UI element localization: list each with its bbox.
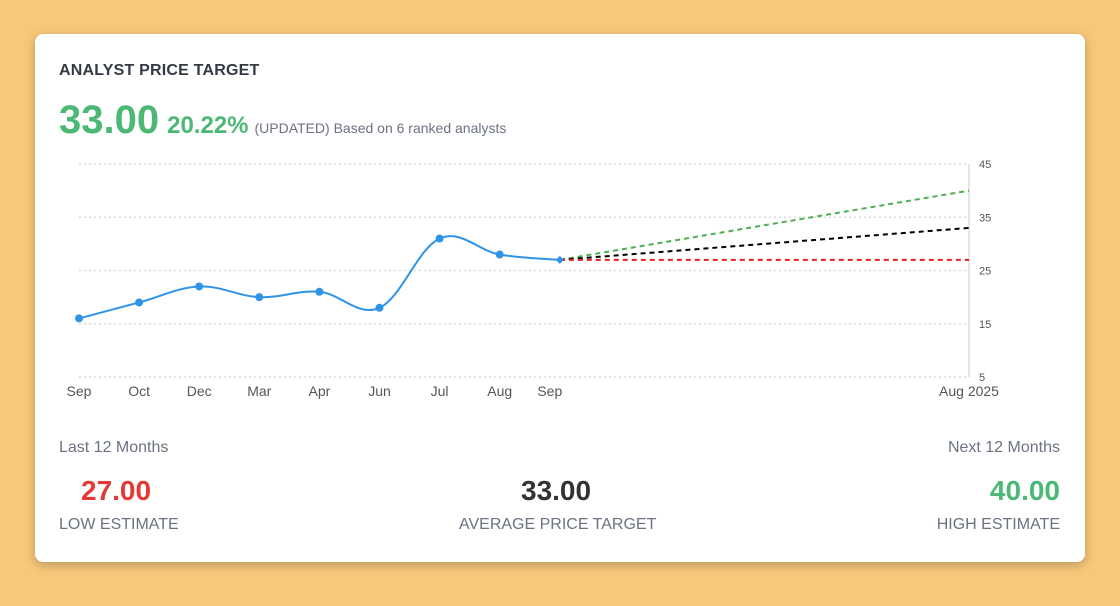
history-line [78,235,560,320]
x-tick-label: Sep [67,383,92,399]
headline-note: (UPDATED) Based on 6 ranked analysts [254,120,507,136]
history-point[interactable] [555,255,564,264]
x-tick-label: Aug [487,383,512,399]
headline-price: 33.00 [59,98,160,142]
high-estimate-label: HIGH ESTIMATE [936,516,1060,533]
projection-layer [559,189,970,261]
low-estimate-label: LOW ESTIMATE [59,516,179,533]
history-point[interactable] [75,314,83,323]
headline-change: 20.22% [167,112,249,139]
low-estimate-value: 27.00 [81,475,152,506]
next-12-months-label: Next 12 Months [947,439,1060,456]
history-layer [75,234,564,323]
history-point[interactable] [315,287,324,296]
projection-average-line [559,226,970,261]
last-12-months-label: Last 12 Months [59,439,169,456]
history-point[interactable] [435,234,444,243]
x-tick-label: Jul [431,383,449,399]
y-tick-label: 25 [979,266,991,278]
history-point[interactable] [255,293,264,302]
history-point[interactable] [135,298,144,307]
history-point[interactable] [195,282,204,291]
card-title: ANALYST PRICE TARGET [59,62,260,79]
x-tick-label: Jun [368,383,391,399]
y-tick-label: 45 [979,159,991,171]
price-target-chart: 45 35 25 15 5 Sep Oct Dec Mar Apr Jun Jul Aug Sep Aug … [67,159,1000,399]
price-target-card: ANALYST PRICE TARGET 33.00 20.22% (UPDATED… [35,34,1085,562]
average-target-value: 33.00 [521,475,592,506]
projection-high-line [559,189,970,261]
axis-layer: 45 35 25 15 5 Sep Oct Dec Mar Apr Jun Jul Aug Sep Aug … [67,159,1000,399]
y-tick-label: 15 [979,319,991,331]
x-tick-label: Mar [247,383,271,399]
history-point[interactable] [375,303,384,312]
y-tick-label: 35 [979,212,991,224]
x-tick-label: Apr [309,383,331,399]
x-tick-label: Oct [128,383,150,399]
x-tick-label: Dec [187,383,212,399]
history-point[interactable] [495,250,504,259]
high-estimate-value: 40.00 [989,475,1060,506]
grid-layer [79,163,969,378]
x-tick-label: Sep [537,383,562,399]
headline: 33.00 20.22% (UPDATED) Based on 6 ranked a… [59,98,506,143]
average-target-label: AVERAGE PRICE TARGET [459,516,657,533]
y-tick-label: 5 [979,372,985,384]
x-tick-label: Aug 2025 [939,383,999,399]
